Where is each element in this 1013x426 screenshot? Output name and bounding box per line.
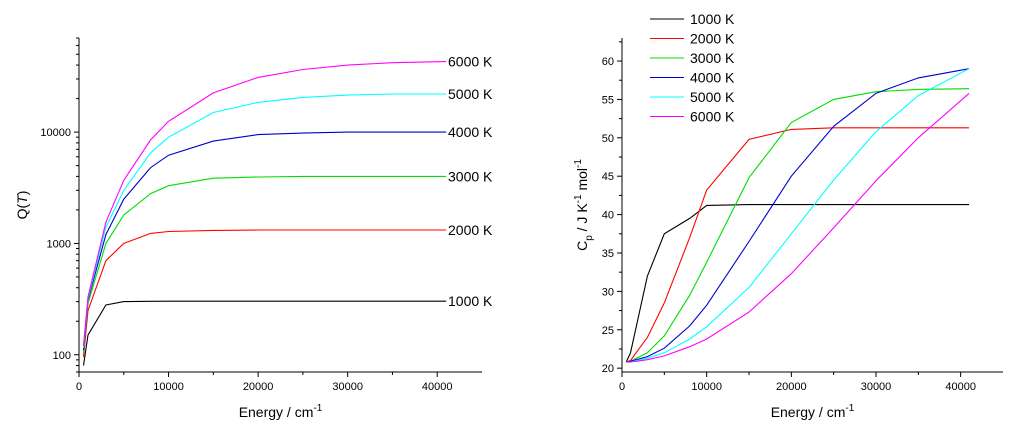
y-tick-label: 35 [602,248,614,260]
x-tick-label: 20000 [776,381,807,393]
legend-label: 6000 K [690,109,735,125]
y-tick-label: 100 [53,350,71,362]
series-line-2000-k [626,127,970,363]
series-line-1000-k [82,300,447,366]
series-line-4000-k [626,68,970,363]
y-tick-label: 20 [602,363,614,375]
y-axis-label: Q(T) [14,191,30,220]
chart-partition-function: 0 10000 20000 30000 40000 100 1000 10000 Energy … [14,37,493,420]
series-line-5000-k [626,68,970,363]
legend-label: 5000 K [690,89,735,105]
x-tick-label: 0 [619,381,625,393]
y-axis-label: Cp / J K-1 mol-1 [573,159,595,251]
x-tick-label: 30000 [861,381,892,393]
series-label: 3000 K [448,168,493,184]
x-tick-label: 40000 [422,381,453,393]
series-line-1000-k [625,204,970,363]
x-tick-label: 0 [76,381,82,393]
chart-heat-capacity: 0 10000 20000 30000 40000 20 25 30 35 40 45 50 55 60 E… [573,11,1003,420]
y-tick-label: 55 [602,94,614,106]
y-tick-label: 45 [602,171,614,183]
legend-label: 2000 K [690,31,735,47]
series-label: 1000 K [448,293,493,309]
series-line-2000-k [82,229,447,358]
legend-label: 4000 K [690,70,735,86]
x-axis-label: Energy / cm-1 [239,403,323,420]
series-line-3000-k [82,175,447,353]
y-tick-label: 50 [602,133,614,145]
x-tick-label: 30000 [332,381,363,393]
legend-label: 3000 K [690,50,735,66]
series-label: 2000 K [448,222,493,238]
y-tick-label: 25 [602,325,614,337]
series-line-5000-k [82,93,447,349]
y-tick-label: 40 [602,210,614,222]
series-label: 4000 K [448,124,493,140]
x-tick-label: 40000 [945,381,976,393]
series-label: 5000 K [448,86,493,102]
y-tick-label: 10000 [40,127,71,139]
y-tick-label: 30 [602,286,614,298]
y-tick-label: 1000 [47,238,71,250]
series-label: 6000 K [448,54,493,70]
x-axis-label: Energy / cm-1 [771,403,855,420]
series-line-6000-k [82,61,447,346]
series-line-4000-k [82,131,447,351]
legend-label: 1000 K [690,11,735,27]
x-tick-label: 10000 [691,381,722,393]
x-tick-label: 10000 [153,381,184,393]
y-tick-label: 60 [602,56,614,68]
x-tick-label: 20000 [243,381,274,393]
series-line-6000-k [626,92,970,363]
